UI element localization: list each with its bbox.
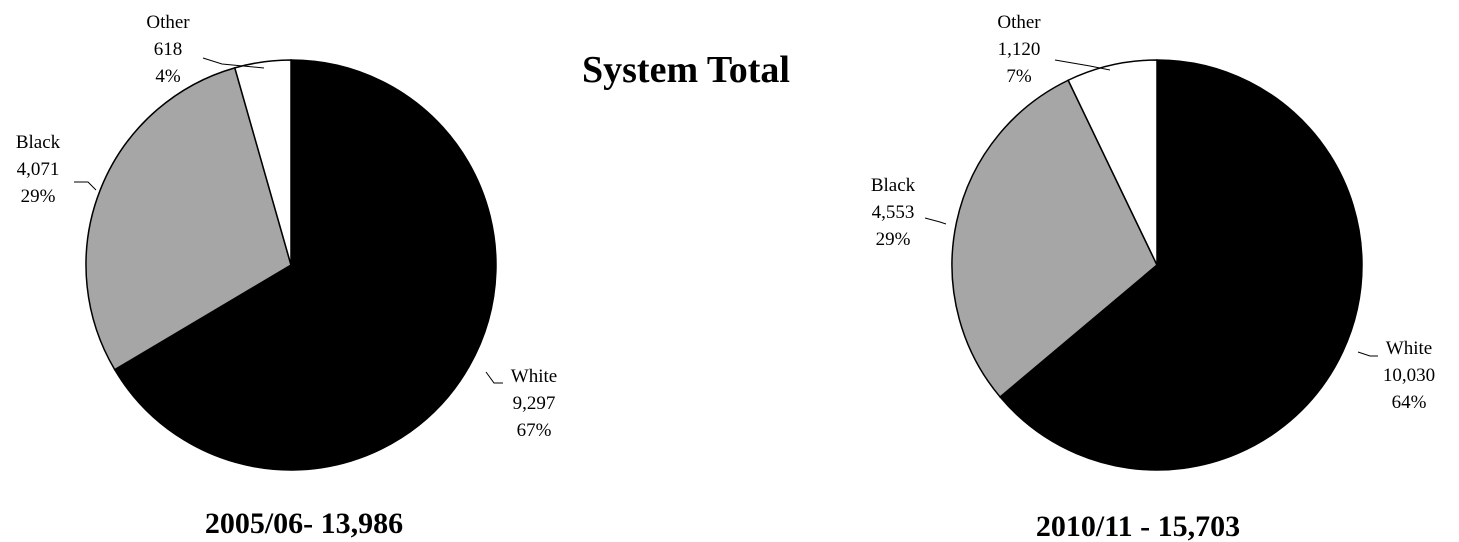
pie-chart-2005: White 9,297 67% Black 4,071 29% Other 618 4% [16,12,557,471]
leader-line-2010-white [1357,351,1378,357]
slice-label-2010-black: Black 4,553 29% [871,175,916,250]
slice-name: Other [997,12,1041,33]
slice-label-2005-white: White 9,297 67% [511,366,557,441]
slice-percent: 29% [876,229,911,250]
slice-percent: 4% [155,66,181,87]
pie-caption-2005: 2005/06- 13,986 [205,507,403,540]
slice-value: 9,297 [513,393,556,414]
slice-percent: 67% [517,420,552,441]
slice-value: 10,030 [1383,365,1435,386]
pie-slice-2005-other [233,59,292,266]
slice-label-2010-other: Other 1,120 7% [997,12,1041,87]
slice-percent: 64% [1392,392,1427,413]
slice-name: Black [16,132,61,153]
slice-value: 4,553 [872,202,915,223]
leader-line-2005-white [485,371,503,384]
slice-label-2010-white: White 10,030 64% [1383,338,1435,413]
leader-line-2010-black [924,217,947,225]
slice-name: Black [871,175,916,196]
slice-name: Other [146,12,190,33]
slice-percent: 29% [21,186,56,207]
slice-name: White [511,366,557,387]
slice-name: White [1386,338,1432,359]
pie-slice-2010-other [1067,59,1158,266]
pie-chart-2010: White 10,030 64% Black 4,553 29% Other 1,120 7% [871,12,1435,471]
slice-label-2005-other: Other 618 4% [146,12,190,87]
leader-line-2005-other [202,57,265,69]
slice-value: 4,071 [17,159,60,180]
slice-label-2005-black: Black 4,071 29% [16,132,61,207]
slice-value: 618 [154,39,183,60]
pie-caption-2010: 2010/11 - 15,703 [1036,510,1240,542]
slice-percent: 7% [1006,66,1032,87]
pie-slice-2010-white [999,59,1363,471]
pie-slice-2005-white [113,59,497,471]
leader-line-2005-black [74,181,97,191]
leader-line-2010-other [1054,59,1111,71]
slice-value: 1,120 [998,39,1041,60]
pie-slice-2005-black [85,66,292,371]
chart-title: System Total [582,49,790,91]
